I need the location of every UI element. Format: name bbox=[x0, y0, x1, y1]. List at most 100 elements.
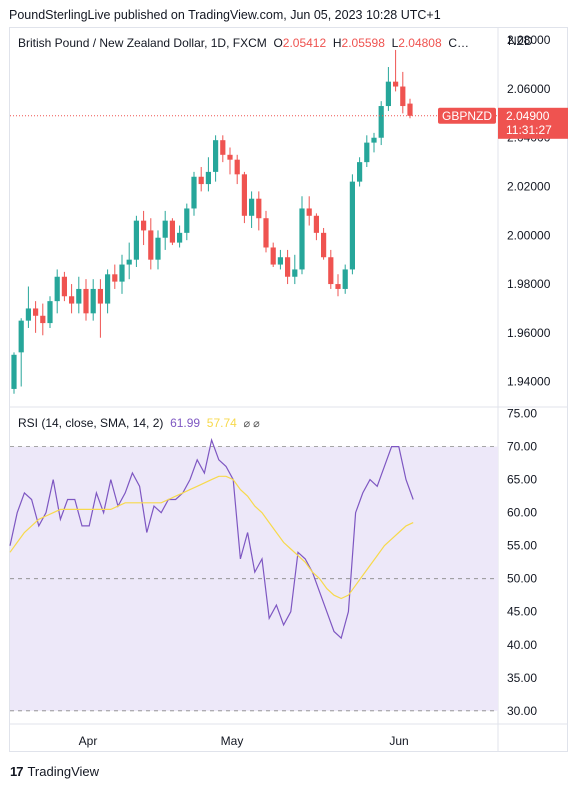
candle-body bbox=[364, 142, 370, 163]
candle-body bbox=[270, 247, 276, 265]
candle-body bbox=[378, 106, 384, 138]
rsi-tick-label: 55.00 bbox=[507, 539, 537, 553]
candle-body bbox=[292, 269, 298, 277]
axes: NZD2.080002.060002.040002.020002.000001.… bbox=[79, 33, 568, 748]
candle-body bbox=[90, 288, 96, 314]
rsi-tick-label: 60.00 bbox=[507, 506, 537, 520]
candle-body bbox=[321, 232, 327, 258]
price-tick-label: 2.06000 bbox=[507, 82, 551, 96]
rsi-ma-line bbox=[9, 475, 414, 600]
candle-body bbox=[256, 198, 262, 219]
candle-body bbox=[349, 181, 355, 270]
tradingview-brand: TradingView bbox=[27, 764, 100, 779]
currency-label: NZD bbox=[508, 34, 533, 48]
last-price-tag-bg bbox=[498, 107, 568, 139]
high-label: H bbox=[332, 36, 342, 50]
price-tick-label: 1.96000 bbox=[507, 326, 551, 340]
candle-body bbox=[126, 259, 132, 265]
candle-body bbox=[220, 140, 226, 155]
candle-body bbox=[133, 220, 139, 260]
candle-body bbox=[342, 269, 348, 289]
candle-body bbox=[69, 296, 75, 304]
rsi-tick-label: 30.00 bbox=[507, 704, 537, 718]
candle-body bbox=[277, 257, 283, 265]
time-axis-label: Jun bbox=[389, 734, 408, 748]
candle-body bbox=[47, 301, 53, 324]
low-value: 2.04808 bbox=[398, 36, 442, 50]
candle-body bbox=[148, 230, 154, 260]
open-label: O bbox=[273, 36, 283, 50]
candle-body bbox=[407, 103, 413, 116]
candle-body bbox=[83, 288, 89, 314]
candle-body bbox=[162, 220, 168, 238]
candles bbox=[10, 49, 498, 394]
candle-body bbox=[76, 288, 82, 304]
rsi-value: 61.99 bbox=[170, 416, 201, 430]
candle-body bbox=[371, 137, 377, 143]
candle-body bbox=[335, 284, 341, 289]
candle-body bbox=[119, 264, 125, 282]
candle-body bbox=[205, 171, 211, 185]
symbol-title: British Pound / New Zealand Dollar, 1D, … bbox=[18, 36, 267, 50]
candle-body bbox=[61, 276, 67, 297]
symbol-tag: GBPNZD bbox=[442, 109, 492, 123]
tradingview-logo-icon: 17 bbox=[10, 764, 24, 779]
candle-body bbox=[54, 276, 60, 302]
rsi-line bbox=[9, 437, 414, 640]
candle-body bbox=[285, 257, 291, 277]
candle-body bbox=[141, 220, 147, 231]
candle-body bbox=[177, 232, 183, 243]
candle-body bbox=[306, 208, 312, 216]
candle-body bbox=[241, 174, 247, 216]
candle-body bbox=[400, 86, 406, 107]
price-tick-label: 1.94000 bbox=[507, 375, 551, 389]
rsi-tick-label: 75.00 bbox=[507, 407, 537, 421]
candle-body bbox=[25, 308, 31, 321]
rsi-title: RSI (14, close, SMA, 14, 2) bbox=[18, 416, 164, 430]
open-value: 2.05412 bbox=[282, 36, 327, 50]
candle-body bbox=[393, 81, 399, 87]
candle-body bbox=[227, 154, 233, 160]
candle-body bbox=[169, 220, 175, 243]
price-tick-label: 2.08000 bbox=[507, 33, 551, 47]
rsi-tick-label: 70.00 bbox=[507, 440, 537, 454]
candle-body bbox=[11, 354, 17, 389]
candle-body bbox=[357, 162, 363, 182]
rsi-tick-label: 45.00 bbox=[507, 605, 537, 619]
candle-body bbox=[213, 140, 219, 172]
candle-body bbox=[249, 198, 255, 216]
candle-body bbox=[313, 215, 319, 233]
last-price-tag: 2.04900 bbox=[506, 109, 550, 123]
rsi-tick-label: 35.00 bbox=[507, 671, 537, 685]
candle-body bbox=[234, 159, 240, 175]
chart-frame[interactable] bbox=[9, 27, 568, 752]
time-axis-label: May bbox=[221, 734, 244, 748]
symbol-legend[interactable]: British Pound / New Zealand Dollar, 1D, … bbox=[18, 36, 469, 50]
candle-body bbox=[155, 237, 161, 260]
publisher-info: PoundSterlingLive published on TradingVi… bbox=[9, 8, 441, 22]
high-value: 2.05598 bbox=[341, 36, 385, 50]
rsi-tick-label: 40.00 bbox=[507, 638, 537, 652]
rsi-band bbox=[10, 446, 498, 712]
rsi-legend[interactable]: RSI (14, close, SMA, 14, 2) 61.99 57.74 … bbox=[18, 416, 260, 430]
candle-body bbox=[105, 274, 111, 304]
candle-body bbox=[299, 208, 305, 270]
countdown-tag: 11:31:27 bbox=[506, 123, 552, 137]
candle-body bbox=[198, 176, 204, 185]
candle-body bbox=[263, 218, 269, 248]
candle-body bbox=[112, 274, 118, 282]
symbol-tag-bg bbox=[438, 107, 496, 124]
candle-body bbox=[191, 176, 197, 209]
candle-body bbox=[18, 320, 24, 353]
low-label: L bbox=[391, 36, 399, 50]
price-tick-label: 1.98000 bbox=[507, 277, 551, 291]
candle-body bbox=[40, 315, 46, 324]
rsi-lines bbox=[9, 437, 414, 640]
candle-body bbox=[184, 208, 190, 233]
tradingview-footer[interactable]: 17 TradingView bbox=[10, 764, 99, 779]
visibility-icon[interactable]: ⌀ ⌀ bbox=[243, 418, 260, 430]
rsi-tick-label: 65.00 bbox=[507, 473, 537, 487]
candle-body bbox=[385, 81, 391, 107]
candle-body bbox=[97, 288, 103, 304]
